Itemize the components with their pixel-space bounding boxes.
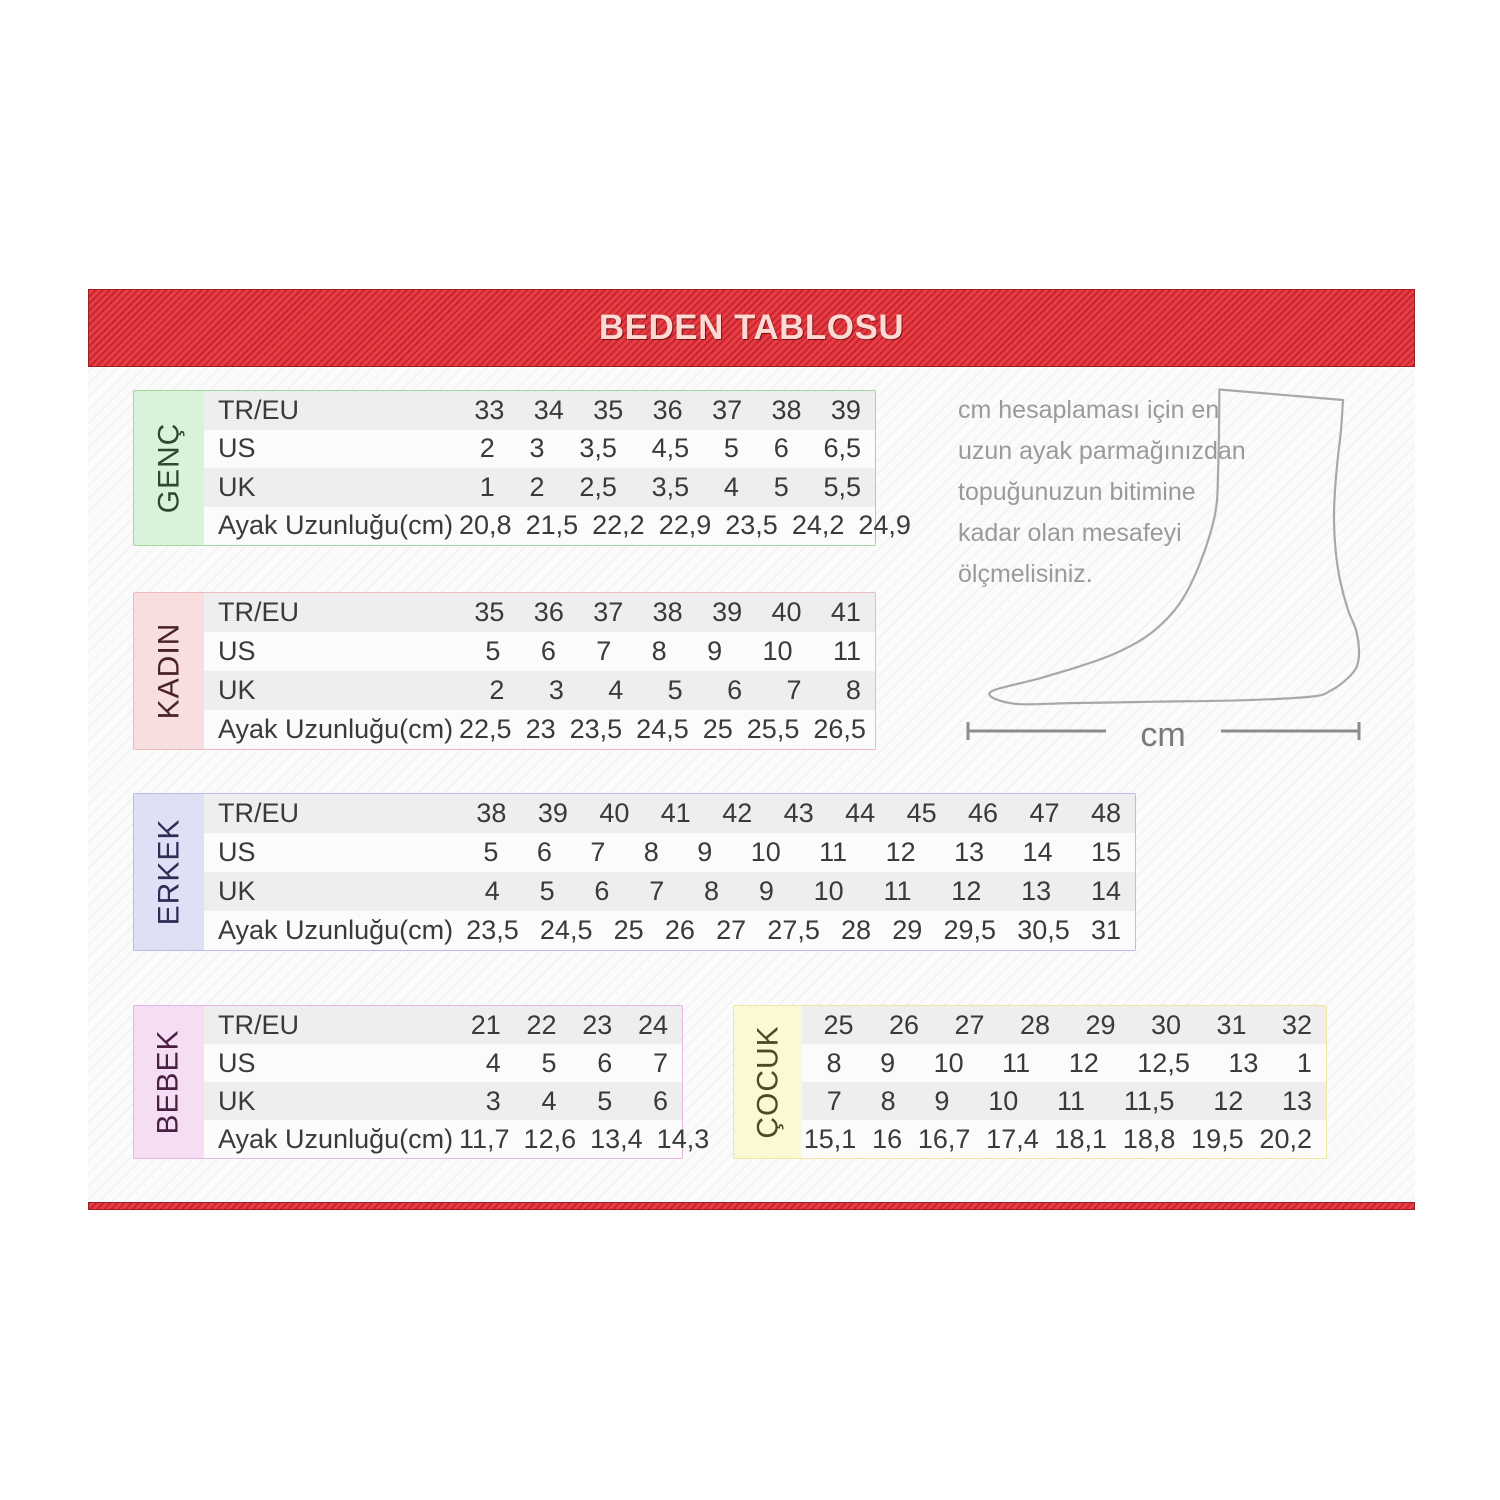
- svg-text:cm: cm: [1140, 718, 1185, 754]
